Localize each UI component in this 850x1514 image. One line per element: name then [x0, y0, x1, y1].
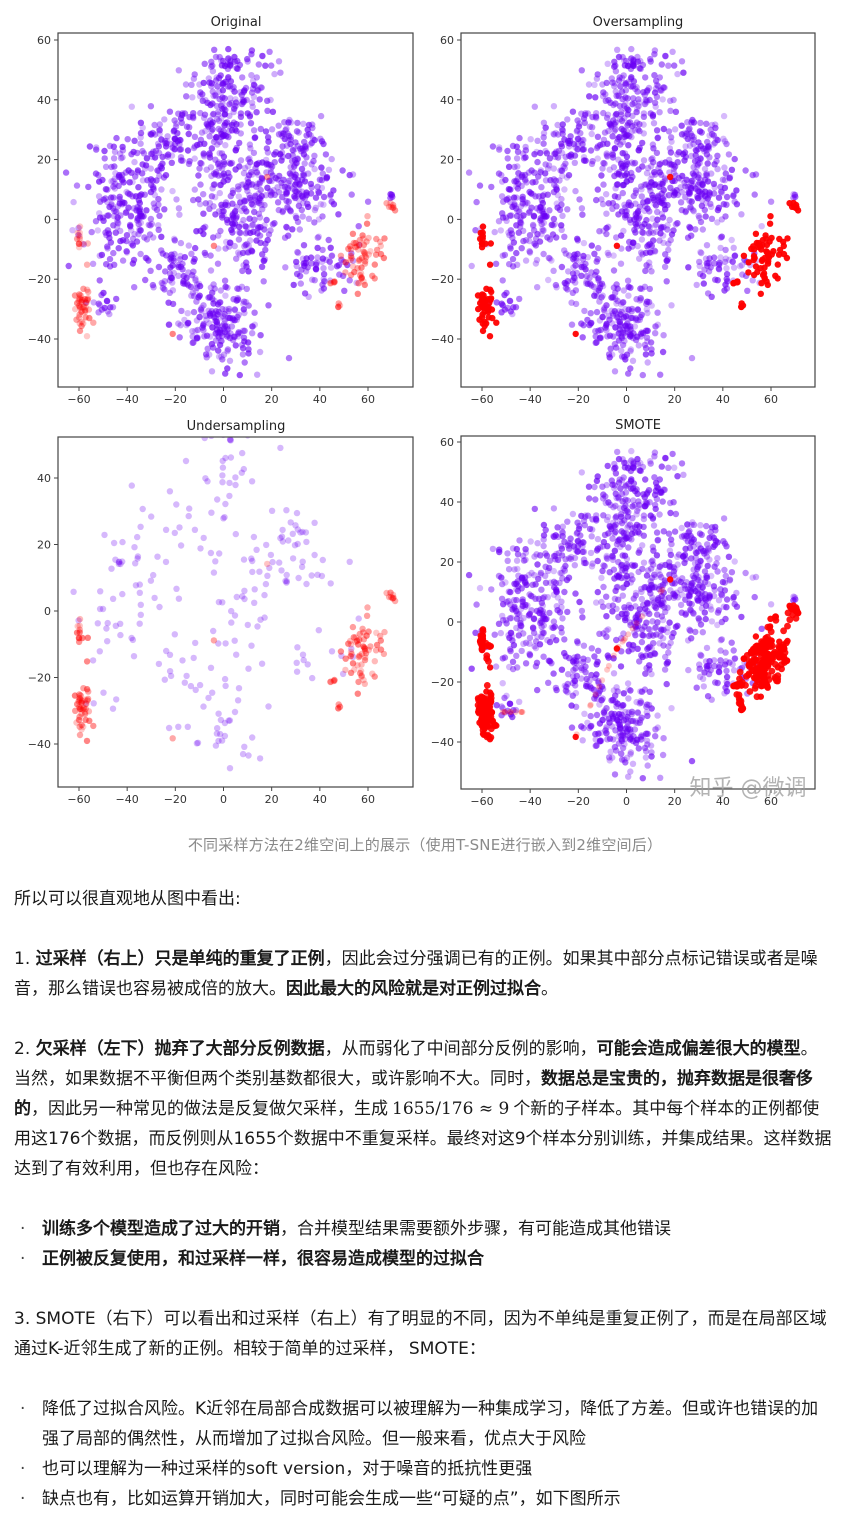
body-text: 降低了过拟合风险。K近邻在局部合成数据可以被理解为一种集成学习，降低了方差。但或…: [42, 1394, 834, 1454]
x-tick-label: 0: [623, 795, 630, 808]
y-tick-label: 0: [44, 605, 51, 618]
intro-paragraph: 所以可以很直观地从图中看出:: [14, 884, 834, 914]
y-tick-label: 40: [37, 94, 51, 107]
x-tick-label: 20: [668, 795, 682, 808]
point-number: 1.: [14, 949, 36, 969]
bullet-icon: ·: [14, 1214, 42, 1244]
y-tick-label: −20: [28, 273, 51, 286]
panel-title: Undersampling: [187, 419, 286, 434]
x-tick-label: −20: [567, 795, 590, 808]
x-tick-label: −60: [67, 393, 90, 406]
y-tick-label: 60: [440, 34, 454, 47]
scatter-panel-original: Original −60 −40 −20 0 20 40 60 60 40 20 0 −20 −40: [28, 1, 413, 407]
x-tick-label: −40: [519, 795, 542, 808]
x-tick-label: 20: [668, 393, 682, 406]
bullet-icon: ·: [14, 1394, 42, 1424]
y-tick-label: 20: [440, 556, 454, 569]
x-tick-label: 40: [716, 393, 730, 406]
list-item: ·也可以理解为一种过采样的soft version，对于噪音的抵抗性更强: [14, 1454, 834, 1484]
bold-text: 正例被反复使用，和过采样一样，很容易造成模型的过拟合: [42, 1249, 484, 1269]
x-tick-label: −60: [67, 793, 90, 806]
list-item: ·缺点也有，比如运算开销加大，同时可能会生成一些“可疑的点”，如下图所示: [14, 1484, 834, 1514]
y-tick-label: 60: [37, 34, 51, 47]
undersampling-risk-list: ·训练多个模型造成了过大的开销，合并模型结果需要额外步骤，有可能造成其他错误 ·…: [14, 1214, 834, 1274]
x-tick-label: −40: [116, 393, 139, 406]
body-text: ，从而弱化了中间部分反例的影响，: [325, 1039, 597, 1059]
x-tick-label: 0: [623, 393, 630, 406]
point-2-undersampling: 2. 欠采样（左下）抛弃了大部分反例数据，从而弱化了中间部分反例的影响，可能会造…: [14, 1034, 834, 1184]
y-tick-label: 60: [440, 436, 454, 449]
point-3-smote: 3. SMOTE（右下）可以看出和过采样（右上）有了明显的不同，因为不单纯是重复…: [14, 1304, 834, 1364]
article-body: 所以可以很直观地从图中看出: 1. 过采样（右上）只是单纯的重复了正例，因此会过…: [14, 884, 834, 1514]
panel-title: Oversampling: [593, 15, 684, 30]
watermark: 知乎 @微调: [690, 776, 807, 801]
smote-properties-list: ·降低了过拟合风险。K近邻在局部合成数据可以被理解为一种集成学习，降低了方差。但…: [14, 1394, 834, 1514]
x-tick-label: −40: [519, 393, 542, 406]
x-tick-label: 60: [361, 393, 375, 406]
bold-text: 训练多个模型造成了过大的开销: [42, 1219, 280, 1239]
panel-title: SMOTE: [615, 418, 661, 433]
y-tick-label: −20: [431, 273, 454, 286]
y-tick-label: 0: [447, 213, 454, 226]
y-tick-label: 20: [37, 154, 51, 167]
scatter-panel-oversampling: Oversampling −60 −40 −20 0 20 40 60 60 40 20 0 −20 −4…: [431, 1, 815, 407]
math-formula: 1655/176 ≈ 9: [388, 1099, 513, 1119]
x-tick-label: −20: [567, 393, 590, 406]
y-tick-label: 0: [447, 616, 454, 629]
x-tick-label: 60: [361, 793, 375, 806]
bullet-icon: ·: [14, 1244, 42, 1274]
x-tick-label: 20: [265, 393, 279, 406]
x-tick-label: −40: [116, 793, 139, 806]
x-tick-label: 20: [265, 793, 279, 806]
y-tick-label: 20: [440, 154, 454, 167]
x-tick-label: −20: [164, 793, 187, 806]
body-text: 也可以理解为一种过采样的soft version，对于噪音的抵抗性更强: [42, 1454, 834, 1484]
bullet-icon: ·: [14, 1454, 42, 1484]
body-text: ，因此另一种常见的做法是反复做欠采样，生成: [31, 1099, 388, 1119]
list-item: ·正例被反复使用，和过采样一样，很容易造成模型的过拟合: [14, 1244, 834, 1274]
x-tick-label: 0: [220, 793, 227, 806]
y-tick-label: 40: [440, 496, 454, 509]
bold-text: 过采样（右上）只是单纯的重复了正例: [36, 949, 325, 969]
body-text: ，合并模型结果需要额外步骤，有可能造成其他错误: [280, 1219, 671, 1239]
bold-text: 欠采样（左下）抛弃了大部分反例数据: [36, 1039, 325, 1059]
figure-caption: 不同采样方法在2维空间上的展示（使用T-SNE进行嵌入到2维空间后）: [0, 834, 850, 855]
y-tick-label: 20: [37, 539, 51, 552]
point-number: 2.: [14, 1039, 36, 1059]
y-tick-label: −40: [28, 333, 51, 346]
y-tick-label: 0: [44, 213, 51, 226]
point-1-oversampling: 1. 过采样（右上）只是单纯的重复了正例，因此会过分强调已有的正例。如果其中部分…: [14, 944, 834, 1004]
list-item: ·降低了过拟合风险。K近邻在局部合成数据可以被理解为一种集成学习，降低了方差。但…: [14, 1394, 834, 1454]
body-text: 缺点也有，比如运算开销加大，同时可能会生成一些“可疑的点”，如下图所示: [42, 1484, 834, 1514]
y-tick-label: −40: [431, 736, 454, 749]
x-tick-label: 40: [313, 793, 327, 806]
x-tick-label: −20: [164, 393, 187, 406]
bold-text: 因此最大的风险就是对正例过拟合: [286, 979, 541, 999]
x-tick-label: 60: [764, 393, 778, 406]
x-tick-label: 0: [220, 393, 227, 406]
y-tick-label: −40: [28, 738, 51, 751]
x-tick-label: 40: [313, 393, 327, 406]
scatter-panel-undersampling: Undersampling −60 −40 −20 0 20 40 60 40 20 0 −20 −40: [28, 418, 413, 806]
y-tick-label: 40: [37, 472, 51, 485]
y-tick-label: 40: [440, 94, 454, 107]
body-text: 。: [541, 979, 558, 999]
bold-text: 可能会造成偏差很大的模型: [597, 1039, 801, 1059]
bullet-icon: ·: [14, 1484, 42, 1514]
y-tick-label: −20: [28, 672, 51, 685]
panel-title: Original: [211, 15, 262, 30]
list-item: ·训练多个模型造成了过大的开销，合并模型结果需要额外步骤，有可能造成其他错误: [14, 1214, 834, 1244]
x-tick-label: −60: [470, 795, 493, 808]
y-tick-label: −20: [431, 676, 454, 689]
y-tick-label: −40: [431, 333, 454, 346]
x-tick-label: −60: [470, 393, 493, 406]
